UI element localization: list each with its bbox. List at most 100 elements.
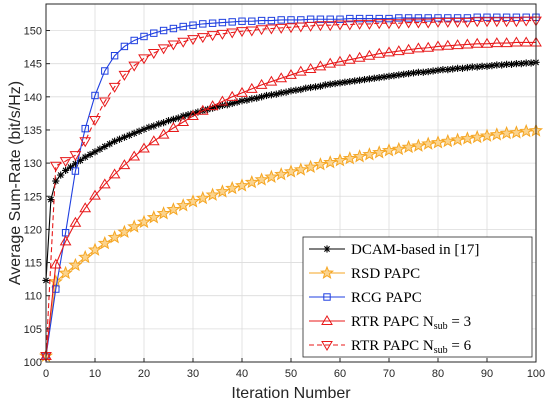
series-4-point-11 xyxy=(147,49,160,60)
series-3-point-34 xyxy=(373,47,386,58)
series-3-point-9 xyxy=(128,150,141,161)
series-2-point-21 xyxy=(248,17,256,25)
series-0-point-56 xyxy=(316,82,324,90)
series-0-point-11 xyxy=(96,145,104,153)
x-tick-label-5: 50 xyxy=(285,368,297,380)
series-1-point-2 xyxy=(58,265,73,280)
series-2-point-5 xyxy=(91,91,99,100)
series-3-point-18 xyxy=(216,95,229,106)
y-tick-label-8: 140 xyxy=(24,92,42,104)
x-tick-label-0: 0 xyxy=(43,368,49,380)
series-0-point-1 xyxy=(47,195,55,204)
series-4-point-9 xyxy=(128,61,141,72)
series-3 xyxy=(40,36,542,361)
legend-marker-2 xyxy=(323,293,331,301)
series-0-point-71 xyxy=(390,72,398,80)
series-2-point-36 xyxy=(395,14,403,22)
series-4-point-24 xyxy=(275,23,288,34)
x-tick-label-2: 20 xyxy=(138,368,150,380)
series-3-point-38 xyxy=(412,42,425,53)
series-1-point-25 xyxy=(283,164,299,178)
series-2-point-28 xyxy=(316,15,325,23)
series-1-point-30 xyxy=(332,153,348,167)
legend: DCAM-based in [17] RSD PAPC RCG PAPC RTR PA… xyxy=(302,236,533,358)
series-4-point-28 xyxy=(314,21,327,32)
legend-label-3: RTR PAPC Nsub = 3 xyxy=(351,314,471,332)
series-0-point-5 xyxy=(66,163,75,171)
series-4-point-36 xyxy=(392,19,405,30)
series-3-point-25 xyxy=(285,68,297,79)
series-4-point-20 xyxy=(236,27,248,38)
series-3-point-20 xyxy=(236,86,248,97)
series-2-point-31 xyxy=(346,14,354,23)
series-2-point-20 xyxy=(238,17,246,25)
series-4-point-30 xyxy=(334,20,346,31)
series-3-point-35 xyxy=(383,46,395,57)
series-4-point-41 xyxy=(441,17,454,28)
series-0-point-13 xyxy=(106,140,114,148)
series-0-point-47 xyxy=(272,90,280,98)
y-tick-label-4: 120 xyxy=(24,224,42,236)
series-3-point-13 xyxy=(167,121,180,132)
series-1-point-39 xyxy=(421,136,436,150)
series-4-point-1 xyxy=(49,161,62,172)
series-2-point-22 xyxy=(257,16,266,25)
y-tick-label-1: 105 xyxy=(24,324,42,336)
x-tick-label-6: 60 xyxy=(334,368,346,380)
legend-item-4: RTR PAPC Nsub = 6 xyxy=(309,338,472,356)
series-2-point-6 xyxy=(101,67,109,75)
series-3-point-46 xyxy=(490,37,503,48)
series-3-point-21 xyxy=(245,82,258,93)
series-2-point-10 xyxy=(140,32,148,41)
x-tick-label-10: 100 xyxy=(527,368,545,380)
series-0-point-65 xyxy=(360,75,369,84)
series-4 xyxy=(40,16,542,363)
series-3-point-49 xyxy=(520,36,533,47)
series-0-point-89 xyxy=(478,62,486,70)
series-1-point-12 xyxy=(156,206,171,220)
series-1-point-37 xyxy=(401,139,416,154)
series-4-point-26 xyxy=(294,22,307,33)
series-1-point-48 xyxy=(509,125,524,139)
series-0-point-21 xyxy=(145,123,153,131)
series-4-point-35 xyxy=(383,19,395,30)
series-4-point-42 xyxy=(451,17,464,28)
series-1-point-1 xyxy=(48,274,63,288)
series-1-point-5 xyxy=(87,242,103,256)
series-1-point-6 xyxy=(97,235,112,250)
legend-label-2: RCG PAPC xyxy=(351,290,422,306)
series-1-point-46 xyxy=(489,127,504,141)
legend-label-4: RTR PAPC Nsub = 6 xyxy=(351,338,472,356)
y-tick-label-10: 150 xyxy=(24,26,42,38)
x-tick-label-1: 10 xyxy=(89,368,101,380)
series-3-point-29 xyxy=(324,57,337,68)
series-2-point-3 xyxy=(71,167,80,175)
series-1 xyxy=(38,123,544,363)
series-1-point-14 xyxy=(176,198,191,212)
series-2-point-34 xyxy=(375,14,383,23)
series-2-point-14 xyxy=(179,22,187,31)
series-4-point-48 xyxy=(510,17,523,28)
x-tick-label-4: 40 xyxy=(236,368,248,380)
series-1-point-34 xyxy=(372,145,387,159)
series-0-point-38 xyxy=(228,99,236,108)
series-3-point-43 xyxy=(461,38,474,49)
series-4-point-18 xyxy=(216,29,229,40)
series-2-point-38 xyxy=(414,14,423,22)
series-0-point-43 xyxy=(253,94,261,102)
series-3-point-15 xyxy=(187,110,199,121)
series-1-point-24 xyxy=(274,167,289,181)
series-2-point-18 xyxy=(218,18,227,27)
series-3-point-10 xyxy=(138,142,150,153)
series-0-point-63 xyxy=(351,77,359,85)
series-4-point-34 xyxy=(373,19,386,30)
series-0-point-99 xyxy=(527,59,535,67)
series-3-point-39 xyxy=(422,41,435,52)
series-4-point-47 xyxy=(500,17,513,28)
legend-item-2: RCG PAPC xyxy=(309,290,422,306)
series-3-point-33 xyxy=(363,49,376,60)
series-0-point-97 xyxy=(517,60,525,68)
legend-item-0: DCAM-based in [17] xyxy=(309,242,479,258)
series-1-point-17 xyxy=(205,187,220,201)
series-1-point-8 xyxy=(117,224,132,239)
